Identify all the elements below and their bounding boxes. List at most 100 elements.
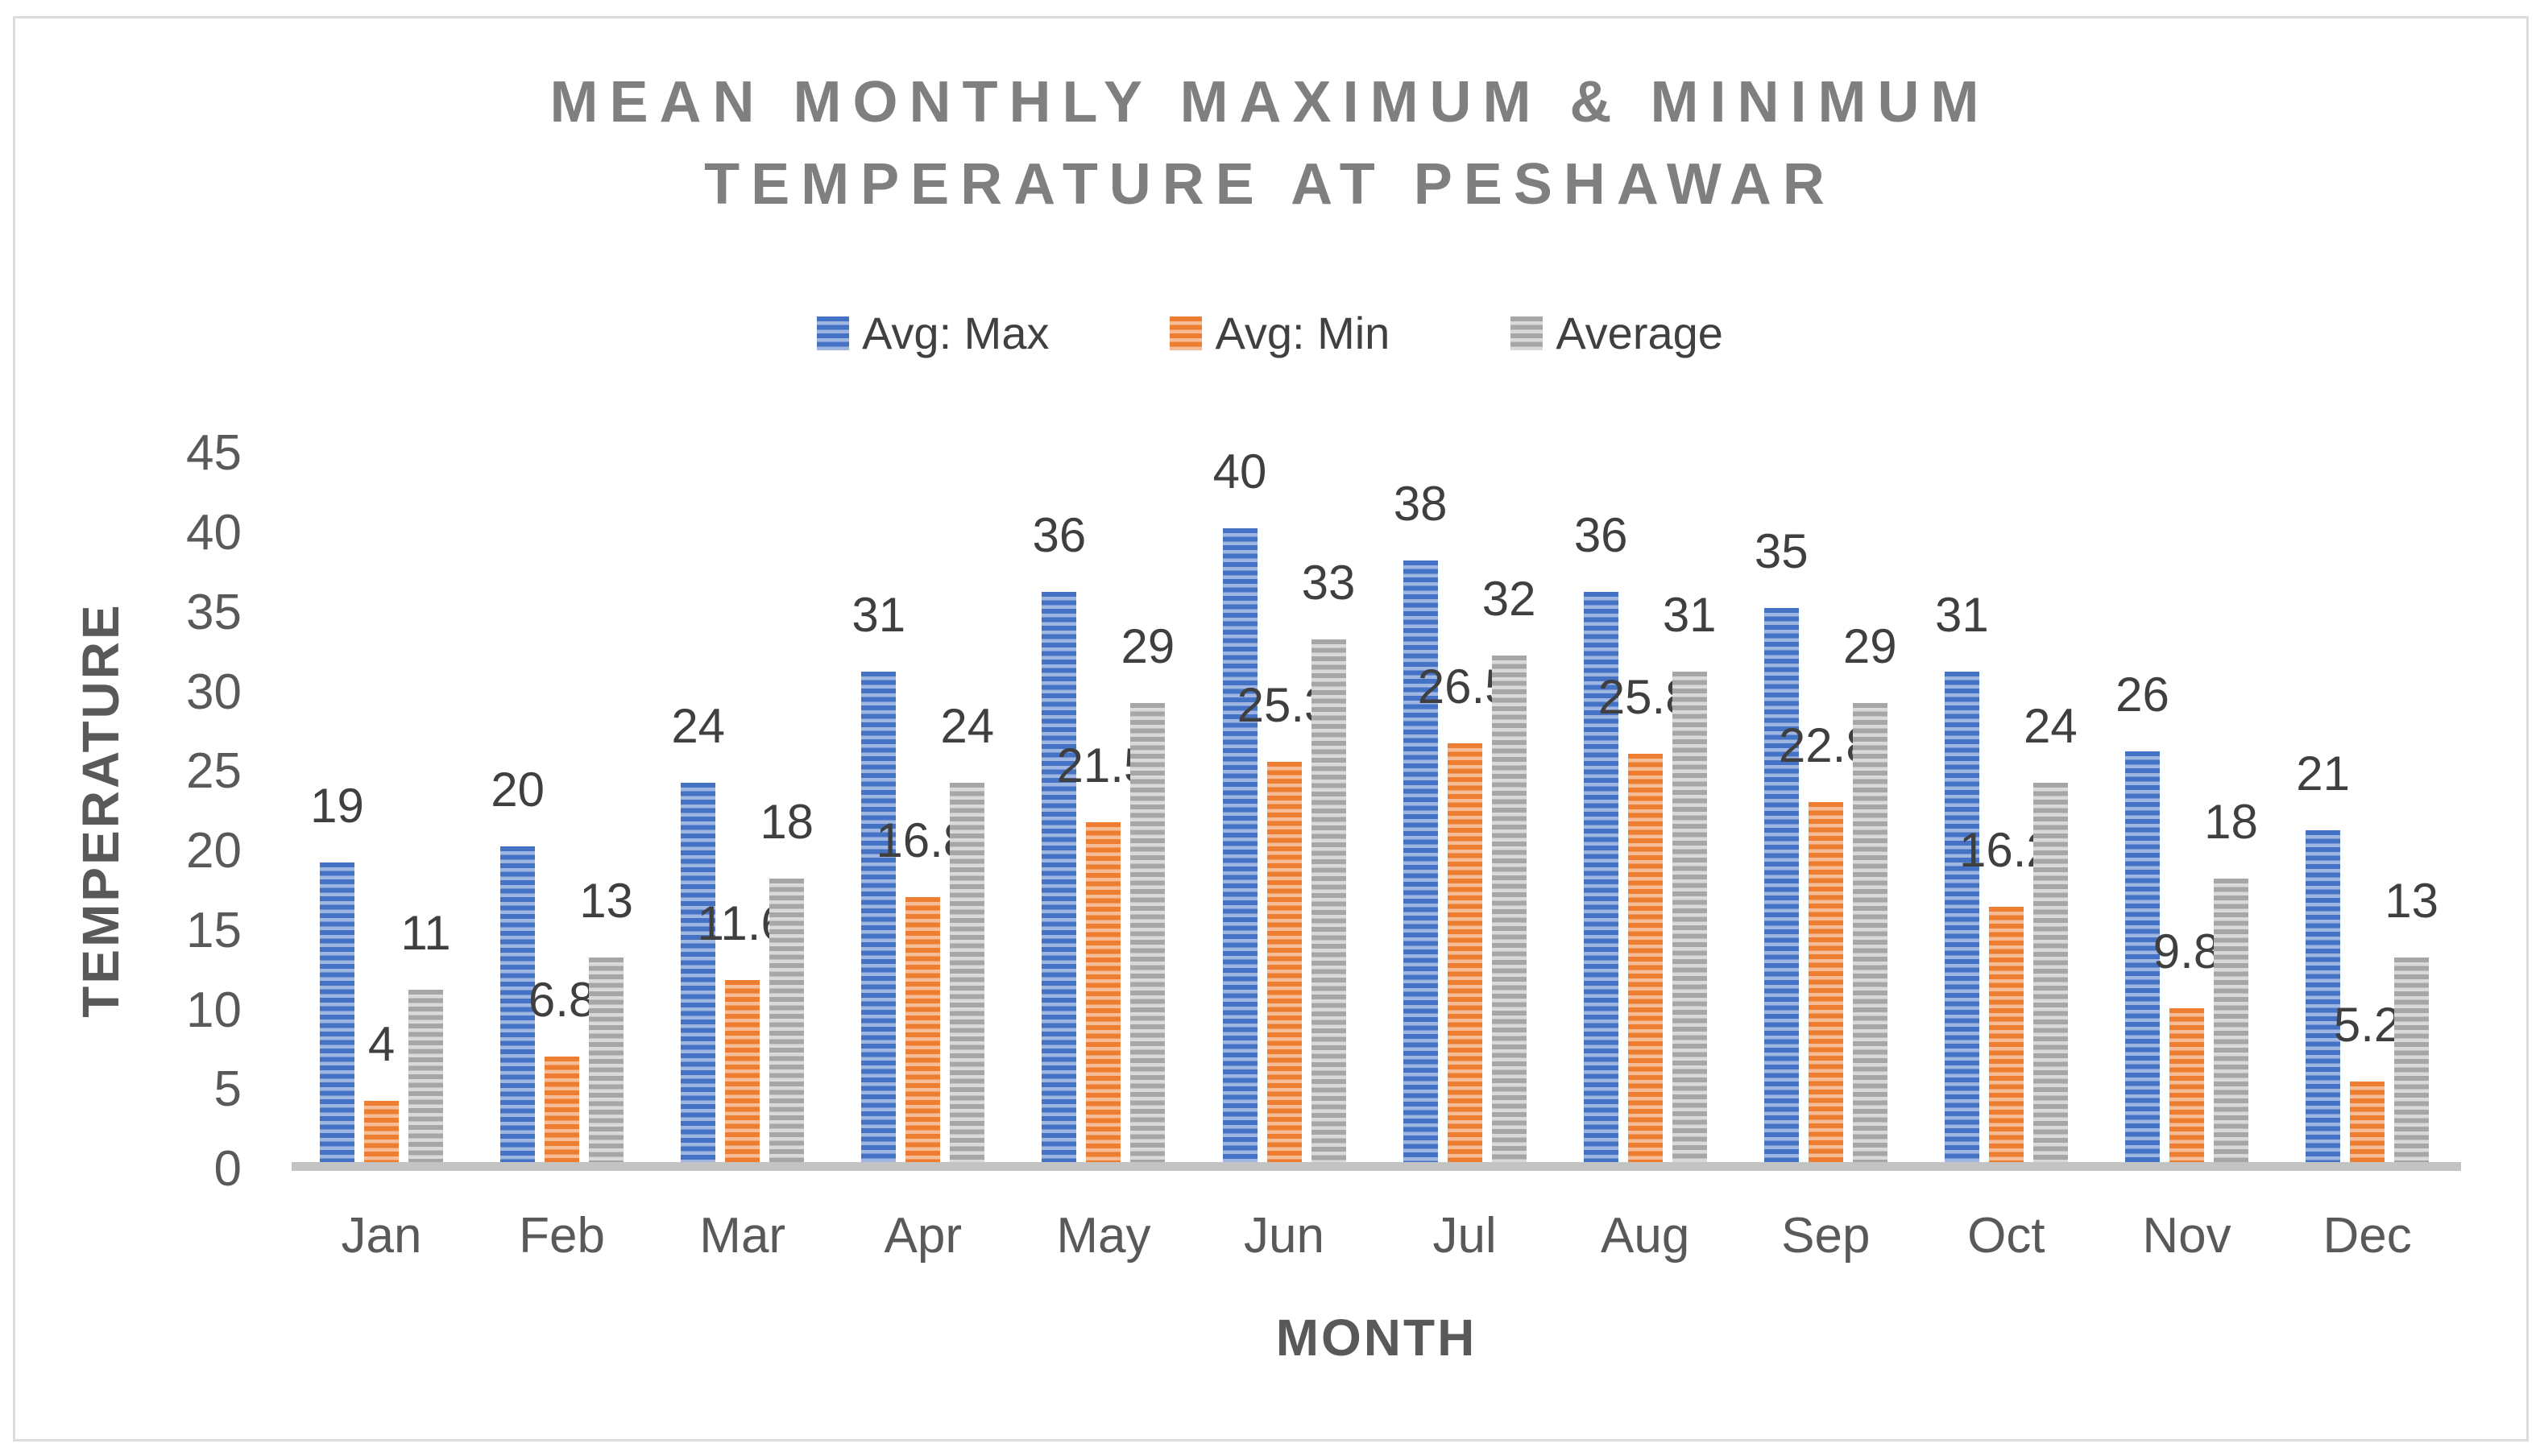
- data-label: 21: [2296, 747, 2350, 801]
- bar-avg-min-feb: [545, 1056, 580, 1164]
- bar-avg-min-sep: [1808, 801, 1843, 1164]
- data-label: 20: [491, 763, 545, 817]
- y-axis-tick-label: 0: [213, 1141, 242, 1197]
- data-label: 33: [1301, 556, 1356, 610]
- x-axis-tick-label-may: May: [1056, 1208, 1151, 1264]
- data-label: 36: [1573, 508, 1628, 562]
- data-label: 31: [1935, 587, 1989, 642]
- x-axis-tick-label-nov: Nov: [2142, 1208, 2231, 1264]
- bar-average-may: [1130, 703, 1166, 1164]
- data-label: 26: [2115, 667, 2169, 722]
- data-label: 9.8: [2153, 924, 2221, 979]
- data-label: 4: [367, 1017, 396, 1071]
- bar-avg-max-oct: [1944, 671, 1979, 1164]
- chart-border-frame: [13, 16, 2529, 1442]
- bar-avg-max-sep: [1763, 607, 1799, 1164]
- y-axis-tick-label: 45: [186, 425, 242, 482]
- data-label: 18: [760, 794, 814, 849]
- data-label: 31: [852, 587, 906, 642]
- x-axis-tick-label-sep: Sep: [1781, 1208, 1871, 1264]
- bar-average-dec: [2394, 958, 2430, 1164]
- y-axis-tick-label: 10: [186, 982, 242, 1038]
- bar-average-mar: [769, 878, 805, 1164]
- legend-swatch-icon: [817, 316, 850, 350]
- data-label: 16.2: [1959, 823, 2053, 878]
- data-label: 19: [310, 778, 364, 833]
- bar-avg-max-apr: [861, 671, 897, 1164]
- x-axis-tick-label-mar: Mar: [699, 1208, 786, 1264]
- data-label: 13: [2385, 874, 2438, 929]
- legend-swatch-icon: [1510, 316, 1543, 350]
- data-label: 36: [1032, 508, 1087, 562]
- y-axis-tick-label: 25: [186, 743, 242, 800]
- legend-item-average: Average: [1510, 311, 1723, 356]
- bar-avg-max-nov: [2125, 751, 2160, 1164]
- bar-average-sep: [1852, 703, 1887, 1164]
- bar-average-feb: [589, 958, 624, 1164]
- bar-average-oct: [2032, 783, 2068, 1164]
- bar-avg-min-jan: [364, 1101, 399, 1164]
- data-label: 13: [579, 874, 633, 929]
- bar-avg-max-jun: [1222, 528, 1258, 1164]
- y-axis-tick-label: 15: [186, 902, 242, 958]
- data-label: 31: [1662, 587, 1717, 642]
- legend-item-avg-max: Avg: Max: [817, 311, 1049, 356]
- bar-avg-min-may: [1086, 822, 1121, 1164]
- bar-avg-max-jul: [1403, 560, 1438, 1164]
- x-axis-tick-label-jul: Jul: [1432, 1208, 1497, 1264]
- chart-title: MEAN MONTHLY MAXIMUM & MINIMUM TEMPERATU…: [0, 61, 2540, 225]
- legend-item-label: Avg: Max: [862, 308, 1050, 358]
- data-label: 40: [1212, 445, 1267, 498]
- bar-average-apr: [950, 783, 985, 1164]
- legend-item-label: Avg: Min: [1215, 308, 1390, 358]
- bar-average-aug: [1672, 671, 1707, 1164]
- bar-avg-max-feb: [500, 846, 536, 1164]
- bar-avg-min-aug: [1627, 754, 1663, 1164]
- data-label: 29: [1842, 619, 1897, 674]
- y-axis-tick-label: 5: [213, 1061, 242, 1118]
- data-label: 29: [1121, 619, 1175, 674]
- bar-average-jan: [408, 989, 443, 1164]
- x-axis-tick-label-aug: Aug: [1601, 1208, 1690, 1264]
- data-label: 25.8: [1597, 670, 1693, 725]
- x-axis-tick-label-oct: Oct: [1967, 1208, 2045, 1264]
- legend-swatch-icon: [1170, 316, 1203, 350]
- bar-avg-max-jan: [320, 862, 354, 1164]
- data-label: 11: [400, 905, 451, 960]
- y-axis-title: TEMPERATURE: [72, 602, 130, 1018]
- data-label: 24: [2024, 699, 2078, 753]
- y-axis-tick-label: 40: [186, 505, 242, 560]
- data-label: 32: [1481, 572, 1536, 626]
- bar-avg-min-jul: [1447, 742, 1482, 1164]
- x-axis-tick-label-apr: Apr: [884, 1208, 963, 1264]
- bar-average-jun: [1311, 639, 1346, 1164]
- legend-item-avg-min: Avg: Min: [1170, 311, 1390, 356]
- bar-average-nov: [2214, 878, 2248, 1164]
- x-axis-tick-label-feb: Feb: [519, 1208, 606, 1264]
- data-label: 6.8: [528, 972, 596, 1027]
- x-axis-title: MONTH: [1275, 1309, 1477, 1367]
- bar-avg-min-apr: [905, 897, 941, 1164]
- x-axis-tick-label-jun: Jun: [1244, 1208, 1324, 1264]
- data-label: 35: [1754, 523, 1809, 578]
- bar-avg-max-dec: [2306, 830, 2341, 1164]
- data-label: 24: [940, 699, 995, 753]
- legend-item-label: Average: [1556, 308, 1723, 358]
- chart-title-line-1: MEAN MONTHLY MAXIMUM & MINIMUM: [549, 70, 1991, 134]
- bar-avg-min-jun: [1266, 762, 1302, 1164]
- data-label: 38: [1393, 476, 1448, 531]
- x-axis-tick-label-jan: Jan: [341, 1208, 422, 1264]
- bar-avg-max-mar: [681, 783, 716, 1164]
- y-axis-tick-label: 30: [186, 664, 242, 720]
- bar-avg-max-aug: [1583, 592, 1618, 1164]
- x-axis-tick-label-dec: Dec: [2322, 1208, 2412, 1264]
- bar-avg-max-may: [1042, 592, 1077, 1164]
- data-label: 5.2: [2333, 998, 2401, 1053]
- chart-legend: Avg: Max Avg: Min Average: [0, 311, 2540, 356]
- data-label: 22.8: [1778, 718, 1873, 772]
- chart-title-line-2: TEMPERATURE AT PESHAWAR: [704, 152, 1836, 217]
- bar-average-jul: [1491, 656, 1527, 1164]
- x-axis-line: [292, 1162, 2461, 1171]
- bar-avg-min-nov: [2169, 1008, 2204, 1164]
- bar-avg-min-oct: [1988, 907, 2024, 1164]
